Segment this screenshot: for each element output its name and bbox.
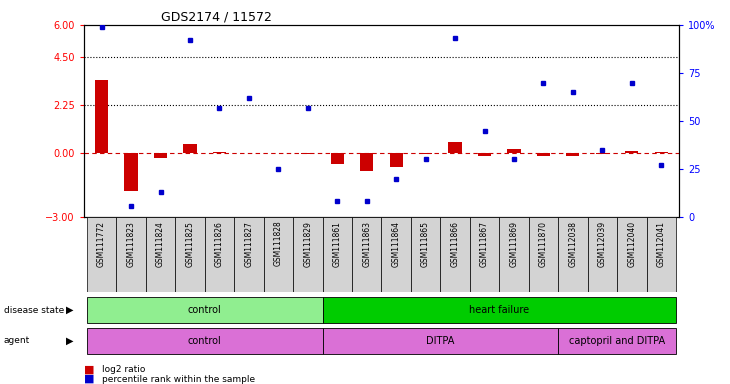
Bar [625,151,639,153]
FancyBboxPatch shape [293,217,323,292]
FancyBboxPatch shape [323,328,558,354]
Bar [213,152,226,153]
Text: GSM111863: GSM111863 [362,221,371,267]
Text: GSM111865: GSM111865 [421,221,430,267]
Text: log2 ratio: log2 ratio [102,365,145,374]
Text: percentile rank within the sample: percentile rank within the sample [102,374,256,384]
Text: GSM112039: GSM112039 [598,221,607,267]
FancyBboxPatch shape [323,217,352,292]
Bar [154,153,167,158]
Text: GSM111823: GSM111823 [126,221,136,266]
FancyBboxPatch shape [440,217,470,292]
Bar [360,153,373,171]
Text: GSM111826: GSM111826 [215,221,224,266]
FancyBboxPatch shape [411,217,440,292]
FancyBboxPatch shape [175,217,204,292]
FancyBboxPatch shape [87,297,323,323]
Text: GSM111772: GSM111772 [97,221,106,267]
FancyBboxPatch shape [146,217,175,292]
Text: GSM112041: GSM112041 [657,221,666,267]
Text: control: control [188,336,222,346]
Bar [448,142,461,153]
FancyBboxPatch shape [116,217,146,292]
FancyBboxPatch shape [617,217,647,292]
Bar [566,153,580,156]
FancyBboxPatch shape [264,217,293,292]
Text: GSM112040: GSM112040 [627,221,637,267]
Bar [331,153,344,164]
FancyBboxPatch shape [529,217,558,292]
FancyBboxPatch shape [499,217,529,292]
Text: GSM111866: GSM111866 [450,221,460,267]
Bar [537,153,550,156]
Text: GSM111869: GSM111869 [510,221,518,267]
Text: GSM111827: GSM111827 [245,221,253,266]
Bar [655,152,668,153]
Text: GSM111828: GSM111828 [274,221,283,266]
Bar [390,153,403,167]
FancyBboxPatch shape [470,217,499,292]
Bar [478,153,491,156]
FancyBboxPatch shape [87,217,116,292]
Text: captopril and DITPA: captopril and DITPA [569,336,665,346]
FancyBboxPatch shape [558,328,676,354]
Text: disease state: disease state [4,306,64,314]
Bar [95,80,108,153]
Text: GSM112038: GSM112038 [569,221,577,267]
FancyBboxPatch shape [352,217,381,292]
Bar [124,153,138,191]
Text: GSM111829: GSM111829 [303,221,312,266]
Text: GDS2174 / 11572: GDS2174 / 11572 [161,11,272,24]
Text: ■: ■ [84,374,94,384]
Text: DITPA: DITPA [426,336,455,346]
Text: ▶: ▶ [66,336,73,346]
Text: GSM111825: GSM111825 [185,221,194,266]
FancyBboxPatch shape [558,217,588,292]
Bar [183,144,196,153]
FancyBboxPatch shape [381,217,411,292]
Text: GSM111824: GSM111824 [156,221,165,266]
Bar [507,149,520,153]
Bar [301,153,315,154]
FancyBboxPatch shape [323,297,676,323]
Text: GSM111867: GSM111867 [480,221,489,267]
FancyBboxPatch shape [204,217,234,292]
Bar [419,153,432,154]
Bar [596,153,609,154]
FancyBboxPatch shape [87,328,323,354]
FancyBboxPatch shape [234,217,264,292]
Text: GSM111861: GSM111861 [333,221,342,266]
FancyBboxPatch shape [588,217,617,292]
Text: control: control [188,305,222,315]
Text: agent: agent [4,336,30,345]
Text: ■: ■ [84,364,94,374]
Text: GSM111864: GSM111864 [392,221,401,267]
Text: GSM111870: GSM111870 [539,221,548,267]
Text: ▶: ▶ [66,305,73,315]
FancyBboxPatch shape [647,217,676,292]
Text: heart failure: heart failure [469,305,529,315]
